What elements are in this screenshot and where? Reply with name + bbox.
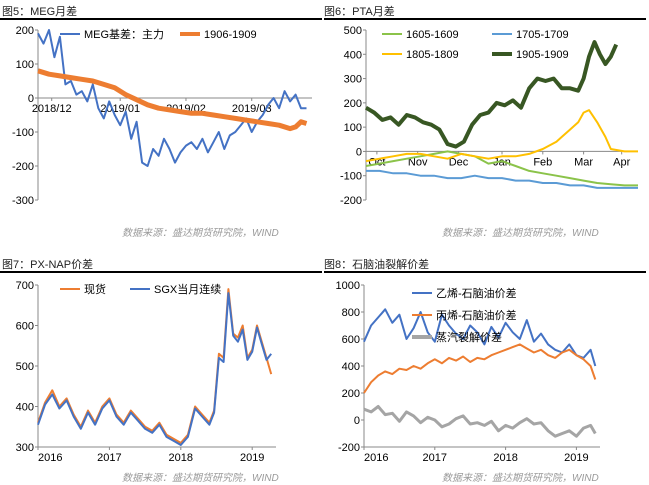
legend-label: MEG基差：主力 — [84, 27, 164, 41]
series-line-1 — [365, 150, 638, 187]
y-tick-label: 500 — [16, 361, 34, 373]
y-tick-label: 600 — [16, 321, 34, 333]
x-tick-label: Mar — [574, 156, 593, 168]
y-tick-label: -100 — [340, 171, 362, 183]
x-tick-label: 2016 — [364, 452, 388, 464]
series-line-2 — [37, 292, 272, 446]
chart-title: 图6：PTA月差 — [324, 6, 395, 18]
source-note: 数据来源：盛达期货研究院，WIND — [442, 473, 599, 484]
panel-meg: 图5：MEG月差 200 100 0 -100 -200 -300 2018/12 2019/… — [0, 0, 324, 242]
y-tick-label: 500 — [344, 25, 362, 37]
x-tick-label: 2017 — [423, 452, 447, 464]
source-note: 数据来源：盛达期货研究院，WIND — [122, 228, 279, 239]
series-line-1 — [37, 288, 273, 444]
legend-label: 1705-1709 — [516, 29, 569, 41]
series-line-4 — [364, 40, 619, 149]
source-note: 数据来源：盛达期货研究院，WIND — [122, 473, 279, 484]
y-tick-label: 400 — [16, 402, 34, 414]
y-tick-label: 0 — [356, 146, 362, 158]
series-line-3 — [365, 109, 638, 163]
y-tick-label: 100 — [344, 122, 362, 134]
y-tick-label: -300 — [12, 195, 34, 207]
title-rule — [324, 18, 646, 20]
x-tick-label: Jan — [493, 156, 511, 168]
x-tick-label: 2019/03 — [232, 103, 272, 115]
source-note: 数据来源：盛达期货研究院，WIND — [442, 228, 599, 239]
naphtha-chart: 1000 800 600 400 200 0 -200 2016 2017 2018 2019 乙烯-… — [336, 280, 600, 464]
series-line-3 — [363, 405, 597, 438]
series-line-1 — [363, 308, 597, 367]
y-tick-label: -200 — [340, 195, 362, 207]
y-tick-label: 0 — [28, 93, 34, 105]
y-tick-label: 200 — [342, 388, 360, 400]
title-rule — [0, 18, 322, 20]
series-line-2 — [37, 68, 308, 132]
panel-pta: 图6：PTA月差 500 400 300 200 100 0 -100 -200 Oct Nov D… — [324, 0, 649, 242]
series-line-1 — [37, 29, 307, 167]
y-tick-label: 200 — [344, 98, 362, 110]
x-tick-label: Dec — [449, 156, 469, 168]
legend-label: 丙烯-石脑油价差 — [436, 308, 517, 322]
title-rule — [0, 271, 322, 273]
series-line-2 — [363, 343, 597, 394]
panel-pxnap: 图7：PX-NAP价差 700 600 500 400 300 2016 2017 2018 2… — [0, 243, 324, 485]
y-tick-label: 400 — [342, 361, 360, 373]
pxnap-chart: 700 600 500 400 300 2016 2017 2018 2019 现货 SGX当月连续 — [16, 280, 276, 464]
legend-label: 1905-1909 — [516, 49, 569, 61]
x-tick-label: 2019 — [564, 452, 588, 464]
y-tick-label: 200 — [16, 25, 34, 37]
x-tick-label: 2017 — [97, 452, 121, 464]
x-tick-label: 2018 — [169, 452, 193, 464]
y-tick-label: 400 — [344, 49, 362, 61]
legend-label: 乙烯-石脑油价差 — [436, 286, 517, 300]
title-rule — [324, 271, 646, 273]
legend-label: 现货 — [84, 282, 106, 296]
y-tick-label: 300 — [344, 74, 362, 86]
y-tick-label: 600 — [342, 334, 360, 346]
chart-title: 图5：MEG月差 — [2, 6, 78, 18]
x-tick-label: Nov — [408, 156, 428, 168]
legend-label: 1805-1809 — [406, 49, 459, 61]
x-tick-label: Apr — [613, 156, 630, 168]
legend-label: 蒸汽裂解价差 — [436, 330, 502, 344]
y-tick-label: 0 — [354, 415, 360, 427]
legend-label: SGX当月连续 — [154, 282, 221, 296]
x-tick-label: 2016 — [38, 452, 62, 464]
panel-naphtha: 图8：石脑油裂解价差 1000 800 600 400 200 0 -200 2016 2017… — [324, 243, 649, 485]
legend-label: 1605-1609 — [406, 29, 459, 41]
chart-title: 图8：石脑油裂解价差 — [324, 259, 430, 271]
chart-title: 图7：PX-NAP价差 — [2, 259, 94, 271]
y-tick-label: -200 — [338, 442, 360, 454]
x-tick-label: 2018 — [493, 452, 517, 464]
y-tick-label: 800 — [342, 307, 360, 319]
y-tick-label: -200 — [12, 161, 34, 173]
y-tick-label: -100 — [12, 127, 34, 139]
series-line-2 — [366, 169, 638, 189]
legend-label: 1906-1909 — [204, 29, 257, 41]
y-tick-label: 300 — [16, 442, 34, 454]
x-tick-label: Feb — [533, 156, 552, 168]
y-tick-label: 100 — [16, 59, 34, 71]
x-tick-label: 2018/12 — [32, 103, 72, 115]
y-tick-label: 700 — [16, 280, 34, 292]
y-tick-label: 1000 — [336, 280, 360, 292]
x-tick-label: 2019 — [240, 452, 264, 464]
